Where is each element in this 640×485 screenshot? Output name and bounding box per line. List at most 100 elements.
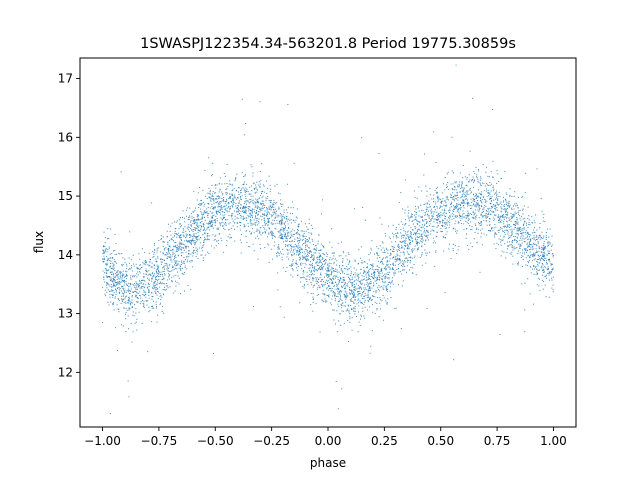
data-point <box>270 222 272 224</box>
data-point <box>497 195 499 197</box>
data-point <box>350 279 352 281</box>
data-point <box>228 215 230 217</box>
data-point <box>244 175 246 177</box>
data-point <box>163 294 164 296</box>
data-point <box>122 286 124 288</box>
data-point <box>274 185 276 187</box>
data-point <box>103 261 105 263</box>
data-point <box>292 276 294 278</box>
data-point <box>416 197 418 199</box>
data-point <box>151 291 153 293</box>
data-point <box>298 251 300 253</box>
data-point <box>482 210 484 212</box>
data-point <box>126 268 128 270</box>
data-point <box>315 280 317 282</box>
data-point <box>184 265 186 267</box>
data-point <box>177 254 179 256</box>
data-point <box>431 229 433 231</box>
data-point <box>118 300 120 302</box>
data-point <box>543 281 545 283</box>
data-point <box>508 235 510 237</box>
data-point <box>387 277 389 279</box>
data-point <box>203 241 205 243</box>
data-point <box>495 232 496 234</box>
data-point <box>271 206 273 208</box>
data-point <box>485 213 487 215</box>
data-point <box>230 193 232 195</box>
data-point <box>308 223 310 225</box>
data-point <box>488 211 490 213</box>
data-point <box>166 285 168 287</box>
data-point <box>460 204 462 206</box>
data-point <box>367 277 369 279</box>
data-point <box>312 286 314 288</box>
data-point <box>439 214 441 216</box>
data-point <box>494 214 496 216</box>
data-point <box>139 264 141 266</box>
data-point <box>287 245 289 247</box>
data-point <box>494 236 496 238</box>
data-point <box>410 266 412 268</box>
data-point <box>182 247 184 249</box>
data-point <box>116 275 118 277</box>
data-point <box>143 304 145 306</box>
data-point <box>116 281 118 283</box>
data-point <box>468 193 470 195</box>
data-point <box>363 303 365 305</box>
data-point <box>272 203 274 205</box>
data-point <box>136 285 138 287</box>
data-point <box>415 216 417 218</box>
data-point <box>359 286 361 288</box>
data-point <box>257 202 259 204</box>
data-point <box>430 212 432 214</box>
data-point <box>332 257 334 259</box>
data-point <box>505 192 507 194</box>
data-point <box>314 245 316 247</box>
data-point <box>109 253 111 255</box>
data-point <box>292 251 294 253</box>
data-point <box>504 229 506 231</box>
data-point <box>493 190 495 192</box>
data-point <box>287 253 289 255</box>
data-point <box>448 199 450 201</box>
data-point <box>192 235 194 237</box>
data-point <box>168 265 170 267</box>
data-point <box>345 296 347 298</box>
data-point <box>171 261 173 263</box>
data-point <box>339 265 341 267</box>
data-point <box>328 285 330 287</box>
data-point <box>434 190 436 192</box>
data-point <box>320 249 322 251</box>
data-point <box>136 329 138 331</box>
data-point <box>357 298 359 300</box>
data-point <box>551 253 553 255</box>
data-point <box>500 239 502 241</box>
data-point <box>471 201 473 203</box>
data-point <box>315 252 317 254</box>
data-point <box>155 301 157 303</box>
data-point <box>310 269 312 271</box>
data-point <box>130 275 132 277</box>
data-point <box>473 214 475 216</box>
data-point <box>521 197 523 199</box>
data-point <box>497 203 499 205</box>
data-point <box>484 199 486 201</box>
data-point <box>458 186 460 188</box>
data-point <box>270 208 272 210</box>
data-point <box>113 261 115 263</box>
data-point <box>320 280 322 282</box>
data-point <box>256 228 258 230</box>
data-point <box>123 288 125 290</box>
data-point <box>476 241 478 243</box>
data-point <box>476 176 478 178</box>
data-point <box>378 290 380 292</box>
data-point <box>312 270 314 272</box>
data-point <box>384 275 386 277</box>
data-point <box>299 302 301 304</box>
data-point <box>520 256 522 258</box>
data-point <box>516 218 518 220</box>
data-point <box>364 306 366 308</box>
data-point <box>313 254 315 256</box>
data-point <box>455 198 457 200</box>
data-point <box>536 229 538 231</box>
